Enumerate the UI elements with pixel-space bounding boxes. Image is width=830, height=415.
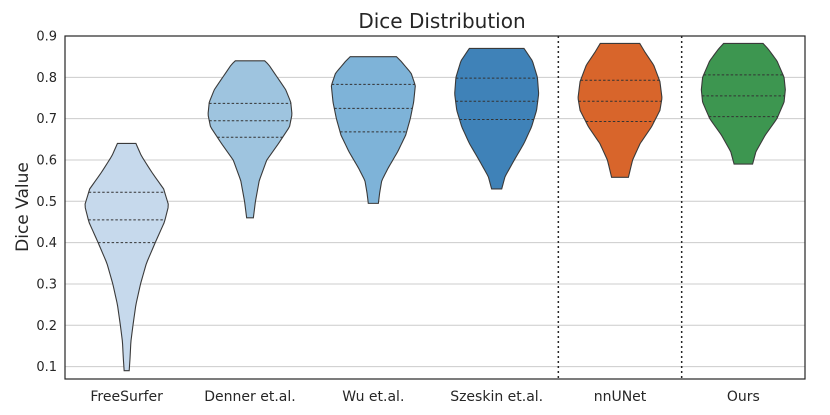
grid-lines <box>65 35 805 368</box>
group-separators <box>557 36 683 379</box>
x-tick-label: Wu et.al. <box>342 389 404 405</box>
x-tick-label: FreeSurfer <box>90 389 163 405</box>
y-tick-label: 0.4 <box>36 236 57 251</box>
violin-body <box>207 60 293 219</box>
y-tick-label: 0.3 <box>36 277 57 292</box>
violins <box>84 42 786 372</box>
y-tick-label: 0.7 <box>36 112 57 127</box>
y-tick-label: 0.1 <box>36 360 57 375</box>
violin-freesurfer <box>84 142 169 372</box>
x-tick-label: Ours <box>727 389 760 405</box>
violin-ours <box>700 42 786 165</box>
y-ticks: 0.1 0.2 0.3 0.4 0.5 0.6 0.7 0.8 0.9 <box>36 30 57 376</box>
x-tick-label: Denner et.al. <box>204 389 295 405</box>
violin-body <box>700 42 786 165</box>
violin-wu-et-al <box>330 56 416 204</box>
x-tick-label: Szeskin et.al. <box>450 389 543 405</box>
x-ticks: FreeSurfer Denner et.al. Wu et.al. Szeskin … <box>90 389 759 405</box>
y-tick-label: 0.5 <box>36 195 57 210</box>
chart-title: Dice Distribution <box>358 9 525 33</box>
violin-body <box>454 47 540 190</box>
violin-body <box>577 42 663 178</box>
plot-frame <box>64 35 806 380</box>
y-axis-label: Dice Value <box>13 162 33 252</box>
violin-denner-et-al <box>207 60 293 219</box>
violin-body <box>330 56 416 204</box>
y-tick-label: 0.2 <box>36 319 57 334</box>
y-tick-label: 0.8 <box>36 71 57 86</box>
violin-szeskin-et-al <box>454 47 540 190</box>
violin-nnunet <box>577 42 663 178</box>
violin-body <box>84 142 169 372</box>
y-tick-label: 0.6 <box>36 153 57 168</box>
x-tick-label: nnUNet <box>594 389 647 405</box>
y-tick-label: 0.9 <box>36 30 57 45</box>
